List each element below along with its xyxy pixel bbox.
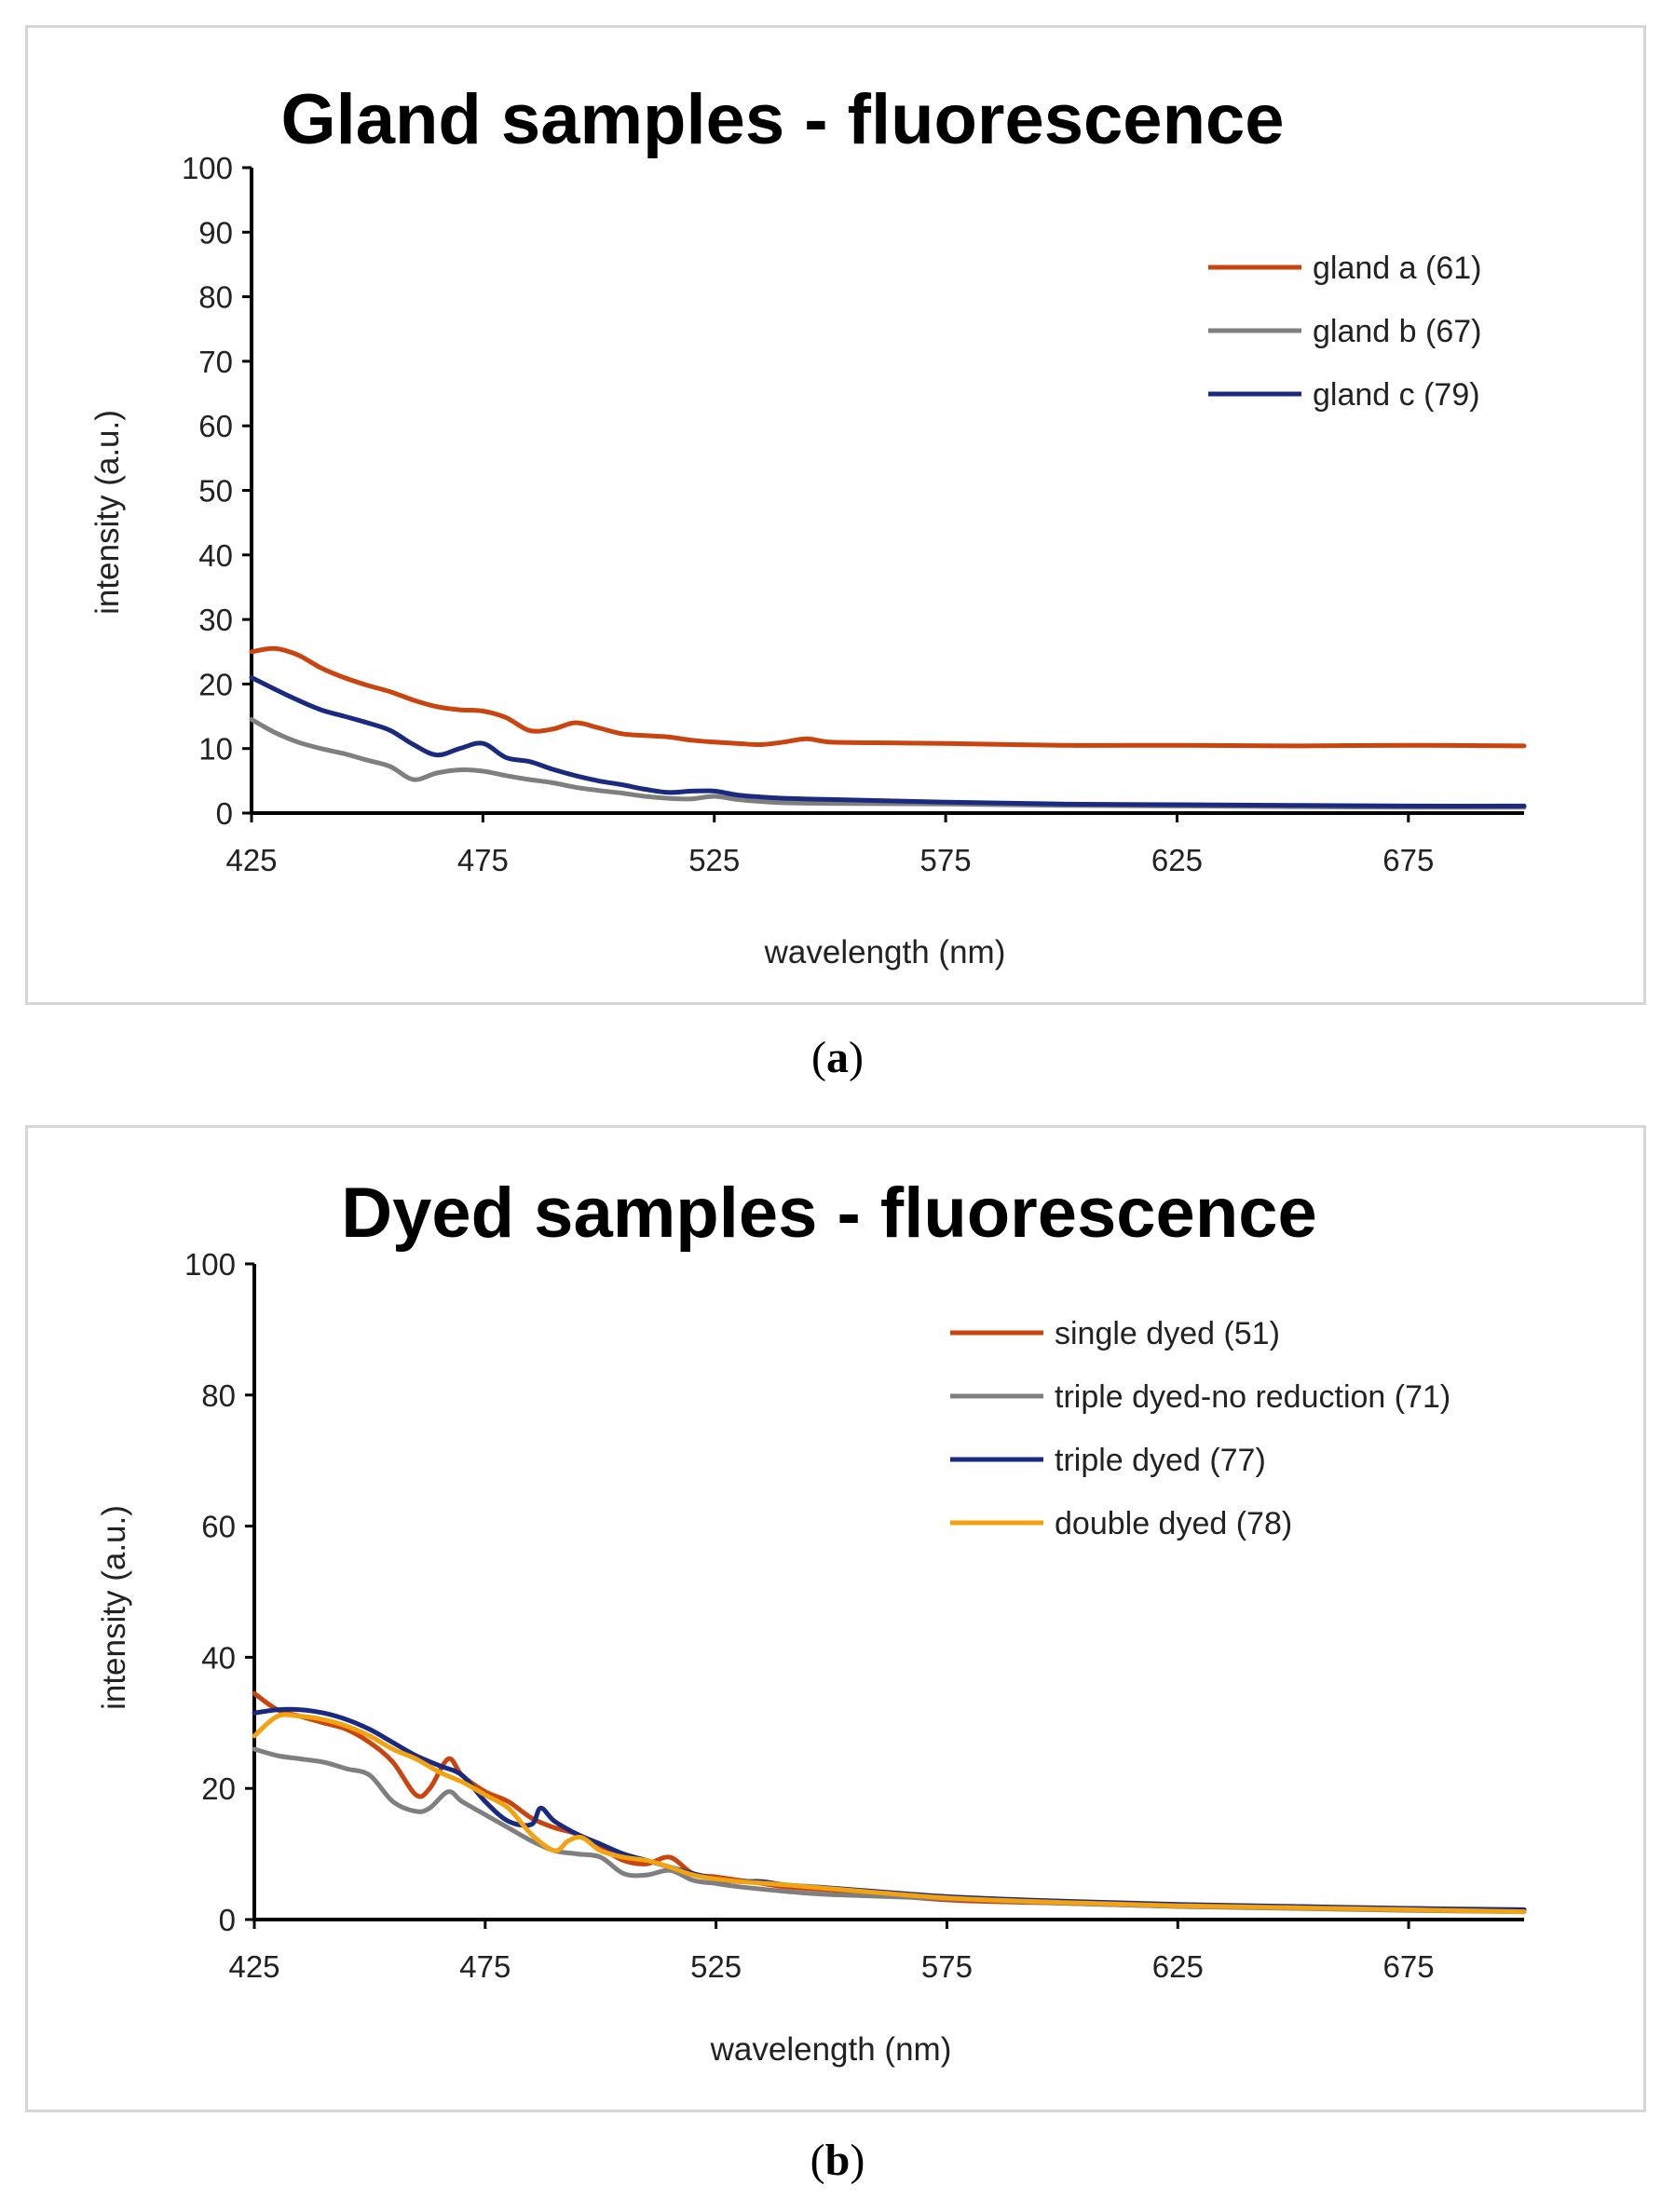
y-tick-label: 0 — [219, 1903, 236, 1937]
y-tick-label: 30 — [198, 603, 233, 637]
x-tick-label: 675 — [1382, 843, 1434, 877]
x-axis-label: wavelength (nm) — [710, 2031, 952, 2068]
y-tick-label: 50 — [198, 474, 233, 509]
legend-entry: gland a (61) — [1313, 251, 1481, 286]
series-line — [252, 1712, 1527, 1915]
x-axis-label: wavelength (nm) — [764, 934, 1006, 970]
series-line — [252, 1690, 1527, 1914]
y-tick-label: 70 — [198, 345, 233, 379]
x-tick-label: 525 — [688, 843, 740, 877]
x-tick-label: 675 — [1383, 1949, 1435, 1984]
figure-label-b: (b) — [810, 2136, 865, 2185]
series-line — [252, 1706, 1527, 1912]
y-tick-label: 100 — [184, 1247, 236, 1282]
y-tick-label: 80 — [198, 280, 233, 315]
chart-title: Gland samples - fluorescence — [280, 80, 1284, 159]
y-tick-label: 20 — [198, 667, 233, 701]
legend-entry: gland c (79) — [1313, 377, 1480, 413]
x-tick-label: 425 — [225, 843, 277, 877]
chart-panel-a: Gland samples - fluorescence wavelength … — [25, 25, 1646, 1005]
legend-entry: double dyed (78) — [1055, 1506, 1292, 1541]
x-tick-label: 625 — [1151, 843, 1203, 877]
y-tick-label: 60 — [198, 409, 233, 443]
x-tick-label: 575 — [921, 1949, 973, 1984]
y-tick-label: 100 — [182, 151, 233, 185]
legend-entry: single dyed (51) — [1055, 1316, 1280, 1351]
y-axis-label: intensity (a.u.) — [96, 1505, 132, 1710]
series-line — [249, 645, 1527, 749]
x-tick-label: 625 — [1152, 1949, 1204, 1984]
y-tick-label: 0 — [216, 796, 233, 831]
x-tick-label: 575 — [920, 843, 972, 877]
legend-entry: gland b (67) — [1313, 314, 1481, 349]
x-tick-label: 475 — [457, 843, 509, 877]
series-line — [249, 675, 1527, 808]
x-tick-label: 475 — [459, 1949, 511, 1984]
chart-a: Gland samples - fluorescence wavelength … — [89, 80, 1527, 970]
chart-panel-b: Dyed samples - fluorescence wavelength (… — [25, 1125, 1646, 2112]
legend-entry: triple dyed-no reduction (71) — [1055, 1379, 1450, 1415]
series-line — [249, 717, 1527, 810]
y-tick-label: 20 — [201, 1771, 236, 1806]
y-tick-label: 60 — [201, 1510, 236, 1544]
y-tick-label: 10 — [198, 732, 233, 767]
chart-b: Dyed samples - fluorescence wavelength (… — [96, 1174, 1527, 2068]
y-tick-label: 40 — [201, 1640, 236, 1675]
x-tick-label: 525 — [690, 1949, 742, 1984]
legend-entry: triple dyed (77) — [1055, 1443, 1266, 1478]
chart-title: Dyed samples - fluorescence — [341, 1174, 1317, 1253]
x-tick-label: 425 — [228, 1949, 279, 1984]
y-axis-label: intensity (a.u.) — [89, 410, 126, 615]
y-tick-label: 90 — [198, 215, 233, 250]
y-tick-label: 40 — [198, 538, 233, 573]
figure-label-a: (a) — [811, 1033, 864, 1082]
y-tick-label: 80 — [201, 1378, 236, 1413]
